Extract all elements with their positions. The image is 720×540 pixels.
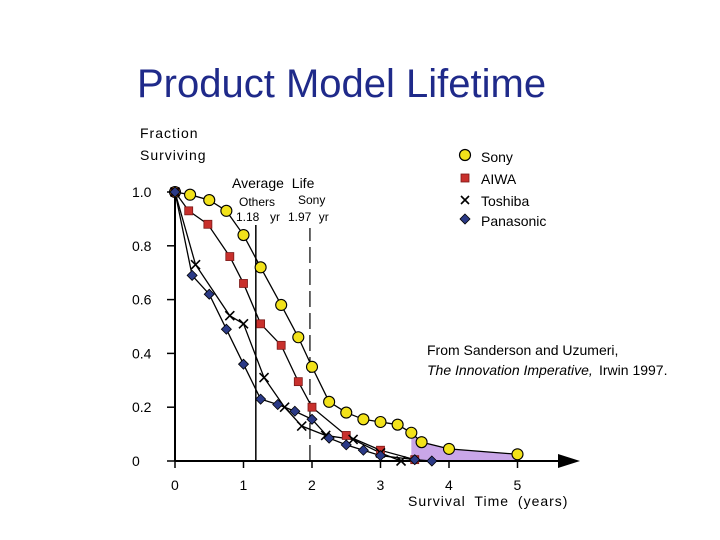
legend-item-panasonic: Panasonic xyxy=(459,213,546,229)
data-point-aiwa xyxy=(225,252,235,261)
legend-label-panasonic: Panasonic xyxy=(481,213,546,229)
data-point-toshiba xyxy=(224,310,235,321)
legend-label-toshiba: Toshiba xyxy=(481,193,529,209)
data-point-panasonic xyxy=(237,358,250,370)
series-markers xyxy=(168,185,524,467)
data-point-sony xyxy=(184,188,197,201)
data-point-sony xyxy=(275,298,288,312)
data-point-panasonic xyxy=(289,405,301,417)
data-point-panasonic xyxy=(272,398,284,411)
data-point-panasonic xyxy=(169,186,181,198)
data-point-panasonic xyxy=(426,455,438,467)
data-point-sony xyxy=(391,418,404,431)
data-point-sony xyxy=(323,395,336,408)
y-tick-label: 0.4 xyxy=(132,345,152,361)
data-point-sony xyxy=(237,228,250,242)
y-tick-label: 0.8 xyxy=(132,238,152,254)
data-point-panasonic xyxy=(306,413,318,425)
data-point-toshiba xyxy=(395,455,407,467)
data-point-aiwa xyxy=(276,340,286,350)
legend-marker-sony xyxy=(458,148,472,162)
source-citation: From Sanderson and Uzumeri, The Innovati… xyxy=(427,342,667,378)
x-tick-label: 0 xyxy=(171,477,179,493)
data-point-aiwa xyxy=(293,377,303,387)
data-point-toshiba xyxy=(348,434,359,445)
x-tick-label: 4 xyxy=(445,477,453,493)
y-axis-label-line2: Surviving xyxy=(140,147,207,163)
data-point-sony xyxy=(203,194,216,207)
legend-marker-aiwa xyxy=(460,173,470,183)
data-point-aiwa xyxy=(239,279,248,288)
page-title: Product Model Lifetime xyxy=(137,62,547,106)
x-axis-arrow xyxy=(558,454,580,468)
legend-label-aiwa: AIWA xyxy=(481,171,517,187)
data-point-sony xyxy=(292,331,305,344)
data-point-aiwa xyxy=(256,319,266,329)
tail-shade-layer xyxy=(411,432,518,461)
average-life-others-unit: yr xyxy=(270,210,280,224)
data-point-panasonic xyxy=(409,454,421,466)
y-axis-label-line1: Fraction xyxy=(140,125,199,141)
average-life-annotation: Average Life Others Sony 1.18 yr 1.97 yr xyxy=(232,175,329,224)
y-tick-label: 1.0 xyxy=(132,184,152,200)
legend-item-sony: Sony xyxy=(458,148,513,165)
source-line-2-rest: Irwin 1997. xyxy=(599,362,667,378)
data-point-sony xyxy=(415,436,428,449)
legend-marker-panasonic xyxy=(459,213,471,225)
average-life-sony-value: 1.97 yr xyxy=(288,210,329,224)
data-point-panasonic xyxy=(374,450,387,462)
legend: Sony AIWA Toshiba Panasonic xyxy=(458,148,546,229)
data-point-panasonic xyxy=(255,393,267,405)
x-tick-label: 2 xyxy=(308,477,316,493)
data-point-toshiba xyxy=(258,372,270,383)
data-point-aiwa xyxy=(184,206,194,216)
y-tick-label: 0.6 xyxy=(132,292,152,308)
x-axis-label: Survival Time (years) xyxy=(408,493,568,509)
data-point-sony xyxy=(357,413,370,426)
data-point-sony xyxy=(254,261,267,274)
data-point-toshiba xyxy=(190,259,201,270)
average-life-others-value: 1.18 xyxy=(236,210,260,224)
legend-marker-toshiba xyxy=(460,195,470,205)
data-point-sony xyxy=(340,406,353,419)
data-point-panasonic xyxy=(220,323,232,335)
data-point-panasonic xyxy=(186,269,198,281)
data-point-panasonic xyxy=(323,432,335,444)
data-point-sony xyxy=(405,426,418,439)
x-tick-label: 5 xyxy=(514,477,522,493)
tail-shade xyxy=(411,432,518,461)
y-tick-label: 0.2 xyxy=(132,399,152,415)
average-life-sony-label: Sony xyxy=(298,193,325,207)
data-point-sony xyxy=(442,442,456,455)
data-point-sony xyxy=(374,415,387,429)
legend-item-aiwa: AIWA xyxy=(460,171,517,187)
axes: 0 0.2 0.4 0.6 0.8 1.0 0 1 2 3 4 5 xyxy=(132,184,580,493)
x-tick-label: 3 xyxy=(377,477,385,493)
average-life-others-label: Others xyxy=(239,195,275,209)
data-point-aiwa xyxy=(203,219,213,229)
data-point-sony xyxy=(220,204,233,217)
data-point-panasonic xyxy=(203,288,215,300)
data-point-toshiba xyxy=(238,318,249,329)
legend-label-sony: Sony xyxy=(481,149,513,165)
data-point-sony xyxy=(511,448,524,461)
data-point-sony xyxy=(305,360,319,373)
legend-item-toshiba: Toshiba xyxy=(460,193,529,209)
data-point-panasonic xyxy=(357,444,369,456)
x-tick-label: 1 xyxy=(240,477,248,493)
y-tick-label: 0 xyxy=(132,453,140,469)
data-point-aiwa xyxy=(307,402,317,412)
data-point-toshiba xyxy=(296,420,307,432)
source-line-1: From Sanderson and Uzumeri, xyxy=(427,342,618,358)
source-line-2-italic: The Innovation Imperative, xyxy=(427,362,593,378)
data-point-panasonic xyxy=(340,439,352,451)
average-life-heading: Average Life xyxy=(232,175,315,191)
